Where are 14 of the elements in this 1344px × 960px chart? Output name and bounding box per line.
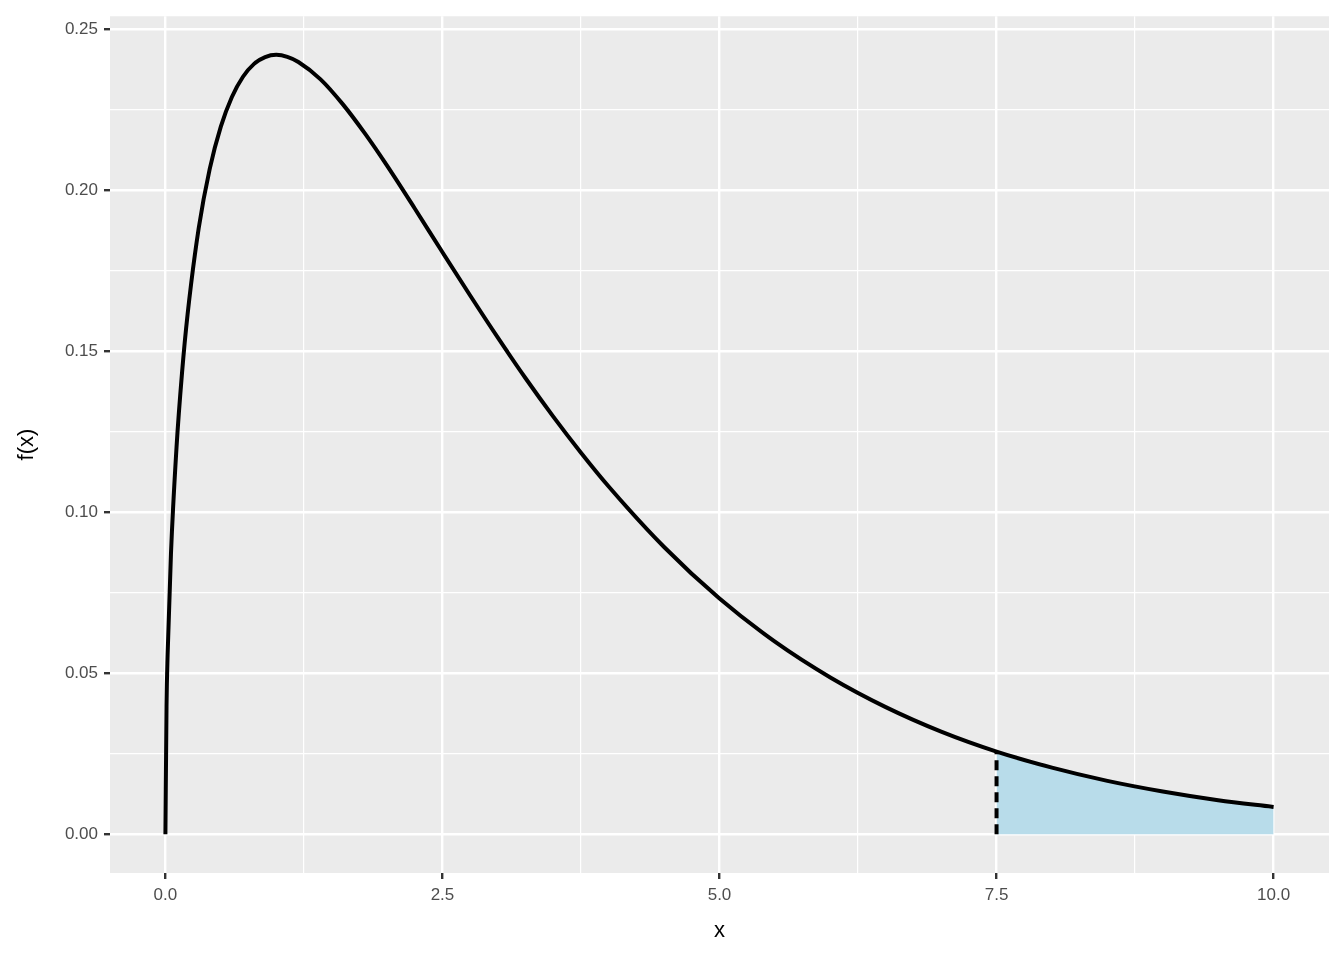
- y-tick-label: 0.00: [64, 824, 98, 844]
- x-tick-label: 10.0: [1257, 884, 1291, 904]
- x-tick-label: 0.0: [153, 884, 178, 904]
- y-axis-title: f(x): [13, 428, 39, 461]
- y-tick-label: 0.05: [64, 662, 98, 682]
- x-tick-label: 2.5: [430, 884, 455, 904]
- y-tick-label: 0.25: [64, 18, 98, 38]
- line-series: [163, 52, 1276, 837]
- x-tick-label: 5.0: [707, 884, 732, 904]
- y-tick-label: 0.15: [64, 340, 98, 360]
- y-tick-label: 0.10: [64, 501, 98, 521]
- y-tick-label: 0.20: [64, 179, 98, 199]
- x-tick-label: 7.5: [984, 884, 1009, 904]
- x-axis-title: x: [714, 916, 725, 942]
